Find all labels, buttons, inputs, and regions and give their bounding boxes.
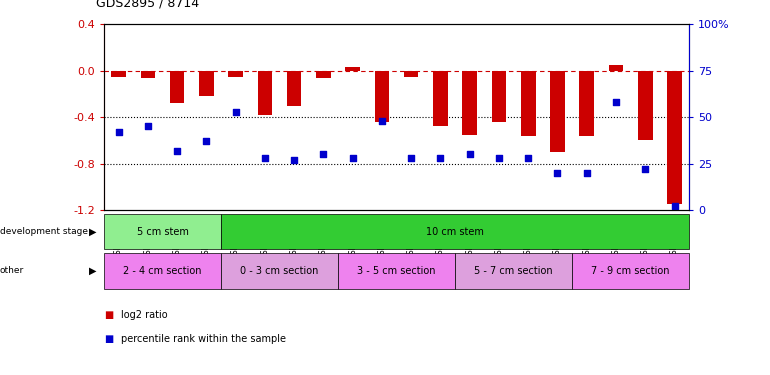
Text: percentile rank within the sample: percentile rank within the sample [121,334,286,344]
Bar [403,71,419,76]
Point [288,157,300,163]
Bar [579,71,594,136]
Text: log2 ratio: log2 ratio [121,310,168,320]
Bar [638,71,653,140]
Text: ■: ■ [104,310,113,320]
Text: development stage: development stage [0,227,88,236]
Text: 5 cm stem: 5 cm stem [136,226,189,237]
Bar [462,71,477,135]
Point [142,123,154,129]
Point [171,148,183,154]
Bar [111,71,126,76]
Text: 10 cm stem: 10 cm stem [426,226,484,237]
Text: 5 - 7 cm section: 5 - 7 cm section [474,266,553,276]
Point [259,155,271,161]
Point [639,166,651,172]
Bar [608,65,623,71]
Text: GDS2895 / 8714: GDS2895 / 8714 [96,0,199,9]
Bar [199,71,213,96]
Text: 0 - 3 cm section: 0 - 3 cm section [240,266,319,276]
Bar [345,67,360,71]
Point [434,155,447,161]
Point [493,155,505,161]
Point [200,138,213,144]
Bar [286,71,301,106]
Text: ▶: ▶ [89,266,96,276]
Point [112,129,125,135]
Text: ■: ■ [104,334,113,344]
Point [405,155,417,161]
Point [551,170,564,176]
Point [346,155,359,161]
Point [668,203,681,209]
Bar [491,71,507,122]
Text: 7 - 9 cm section: 7 - 9 cm section [591,266,670,276]
Point [610,99,622,105]
Point [581,170,593,176]
Bar [169,71,185,103]
Point [522,155,534,161]
Bar [140,71,156,78]
Bar [550,71,564,152]
Text: ▶: ▶ [89,226,96,237]
Bar [316,71,331,78]
Bar [521,71,536,136]
Text: other: other [0,266,24,275]
Bar [228,71,243,76]
Bar [667,71,682,204]
Text: 3 - 5 cm section: 3 - 5 cm section [357,266,436,276]
Point [376,118,388,124]
Point [229,109,242,115]
Bar [257,71,273,115]
Point [317,151,330,157]
Bar [374,71,389,122]
Point [464,151,476,157]
Bar [433,71,447,126]
Text: 2 - 4 cm section: 2 - 4 cm section [123,266,202,276]
